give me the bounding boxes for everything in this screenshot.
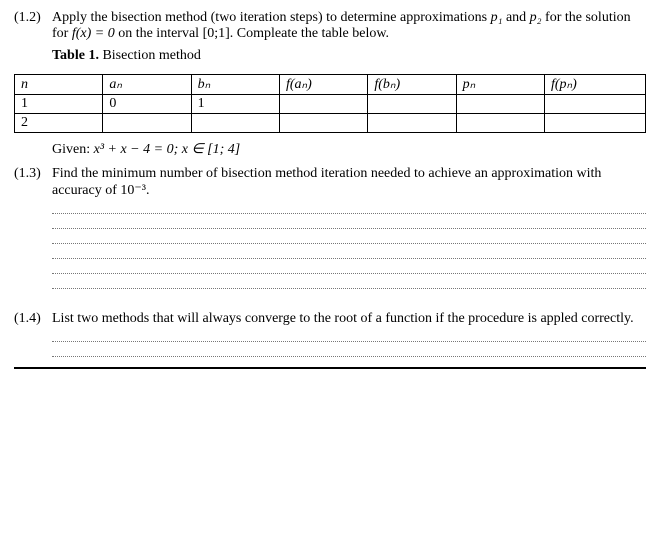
cell-empty (456, 114, 544, 133)
dotted-line (52, 288, 646, 289)
question-body: Apply the bisection method (two iteratio… (52, 10, 646, 70)
caption-rest: Bisection method (99, 48, 201, 63)
table-row: 2 (15, 114, 646, 133)
math: p₂ (530, 10, 542, 25)
col-n: n (15, 75, 103, 95)
col-fbn: f(bₙ) (368, 75, 456, 95)
given-line: Given: x³ + x − 4 = 0; x ∈ [1; 4] (52, 141, 646, 158)
bisection-table: n aₙ bₙ f(aₙ) f(bₙ) pₙ f(pₙ) 1 0 1 2 (14, 74, 646, 133)
dotted-line (52, 228, 646, 229)
question-1-4: (1.4) List two methods that will always … (14, 311, 646, 327)
question-1-2: (1.2) Apply the bisection method (two it… (14, 10, 646, 70)
section-divider (14, 367, 646, 369)
question-body: List two methods that will always conver… (52, 311, 646, 327)
given-eq: x³ + x − 4 = 0; x ∈ [1; 4] (94, 142, 241, 157)
given-label: Given: (52, 142, 94, 157)
cell-n: 2 (15, 114, 103, 133)
dotted-line (52, 341, 646, 342)
answer-lines-1-3 (52, 213, 646, 289)
cell-n: 1 (15, 95, 103, 114)
cell-empty (456, 95, 544, 114)
cell-empty (368, 95, 456, 114)
question-1-3: (1.3) Find the minimum number of bisecti… (14, 166, 646, 199)
col-bn: bₙ (191, 75, 279, 95)
text: List two methods that will always conver… (52, 311, 634, 326)
math: 10⁻³ (120, 183, 146, 198)
question-number: (1.3) (14, 166, 52, 199)
text: on the interval [0;1]. Compleate the tab… (115, 26, 389, 41)
question-number: (1.4) (14, 311, 52, 327)
table-header-row: n aₙ bₙ f(aₙ) f(bₙ) pₙ f(pₙ) (15, 75, 646, 95)
table-caption: Table 1. Bisection method (52, 48, 646, 64)
dotted-line (52, 243, 646, 244)
cell-an: 0 (103, 95, 191, 114)
dotted-line (52, 258, 646, 259)
table-row: 1 0 1 (15, 95, 646, 114)
cell-empty (191, 114, 279, 133)
math: p₁ (491, 10, 503, 25)
math: f(x) = 0 (72, 26, 115, 41)
cell-empty (103, 114, 191, 133)
text: Apply the bisection method (two iteratio… (52, 10, 491, 25)
question-body: Find the minimum number of bisection met… (52, 166, 646, 199)
cell-bn: 1 (191, 95, 279, 114)
cell-empty (368, 114, 456, 133)
caption-bold: Table 1. (52, 48, 99, 63)
answer-lines-1-4 (52, 341, 646, 357)
col-an: aₙ (103, 75, 191, 95)
cell-empty (544, 114, 645, 133)
question-number: (1.2) (14, 10, 52, 70)
col-pn: pₙ (456, 75, 544, 95)
col-fpn: f(pₙ) (544, 75, 645, 95)
cell-empty (279, 114, 367, 133)
dotted-line (52, 273, 646, 274)
text: and (502, 10, 529, 25)
text: . (146, 183, 150, 198)
dotted-line (52, 213, 646, 214)
dotted-line (52, 356, 646, 357)
cell-empty (544, 95, 645, 114)
cell-empty (279, 95, 367, 114)
col-fan: f(aₙ) (279, 75, 367, 95)
